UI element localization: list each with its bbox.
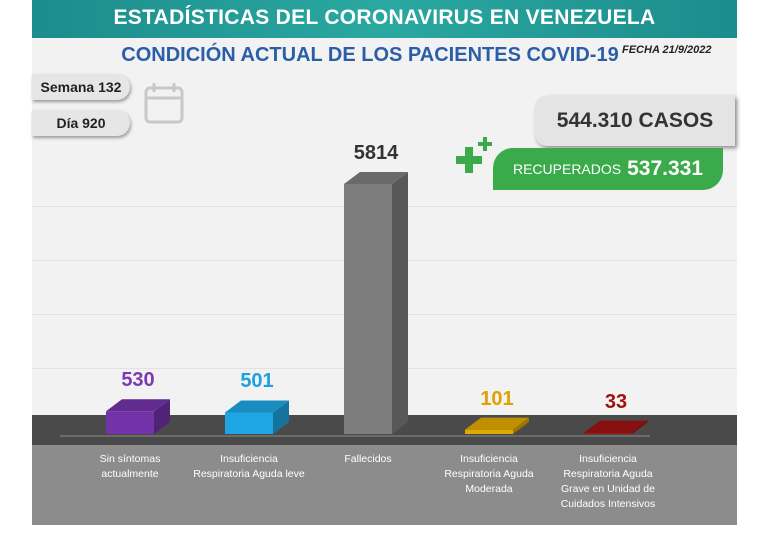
week-label: Semana 132: [32, 74, 130, 100]
value-label: 33: [604, 390, 628, 413]
bar-front: [344, 184, 392, 434]
recovered-value: 537.331: [627, 157, 704, 180]
bar: [584, 420, 648, 434]
recovered-box: RECUPERADOS 537.331: [493, 148, 723, 190]
value-label: 101: [480, 387, 514, 410]
bar: [225, 400, 289, 434]
total-cases: 544.310 CASOS: [535, 96, 735, 146]
bar-top: [465, 417, 529, 430]
x-tick-label: Insuficiencia Respiratoria Aguda Moderad…: [444, 453, 534, 495]
label-area: [32, 445, 737, 525]
bar-top: [106, 399, 170, 412]
bar-top: [584, 420, 648, 433]
x-tick-label: Sin síntomas actualmente: [99, 453, 161, 480]
x-tick-label: Insuficiencia Respiratoria Aguda Grave e…: [560, 453, 656, 510]
bar: [344, 172, 408, 434]
value-label: 501: [240, 370, 274, 393]
bar-side: [154, 399, 170, 434]
bar-side: [513, 417, 529, 434]
day-label: Día 920: [32, 110, 130, 136]
value-label: 5814: [353, 142, 399, 164]
chart-subtitle: CONDICIÓN ACTUAL DE LOS PACIENTES COVID-…: [121, 44, 619, 66]
value-label: 530: [121, 369, 155, 392]
bar-top: [225, 400, 289, 413]
bar: [465, 417, 529, 434]
x-tick-label: Insuficiencia Respiratoria Aguda leve: [193, 453, 305, 480]
plus-icon: [456, 137, 492, 173]
calendar-icon: [144, 83, 184, 124]
bar-top: [344, 172, 408, 184]
date-label: FECHA 21/9/2022: [622, 44, 712, 56]
bar-front: [584, 432, 632, 434]
chart-title: ESTADÍSTICAS DEL CORONAVIRUS EN VENEZUEL…: [113, 6, 656, 29]
bar-side: [392, 172, 408, 434]
bar-front: [106, 411, 154, 434]
bar-side: [632, 420, 648, 434]
header-band: [32, 0, 737, 38]
bar: [106, 399, 170, 434]
bar-front: [465, 429, 513, 434]
recovered-label: RECUPERADOS: [512, 161, 622, 177]
bar-front: [225, 412, 273, 434]
x-tick-label: Fallecidos: [344, 453, 392, 465]
bar-side: [273, 400, 289, 434]
